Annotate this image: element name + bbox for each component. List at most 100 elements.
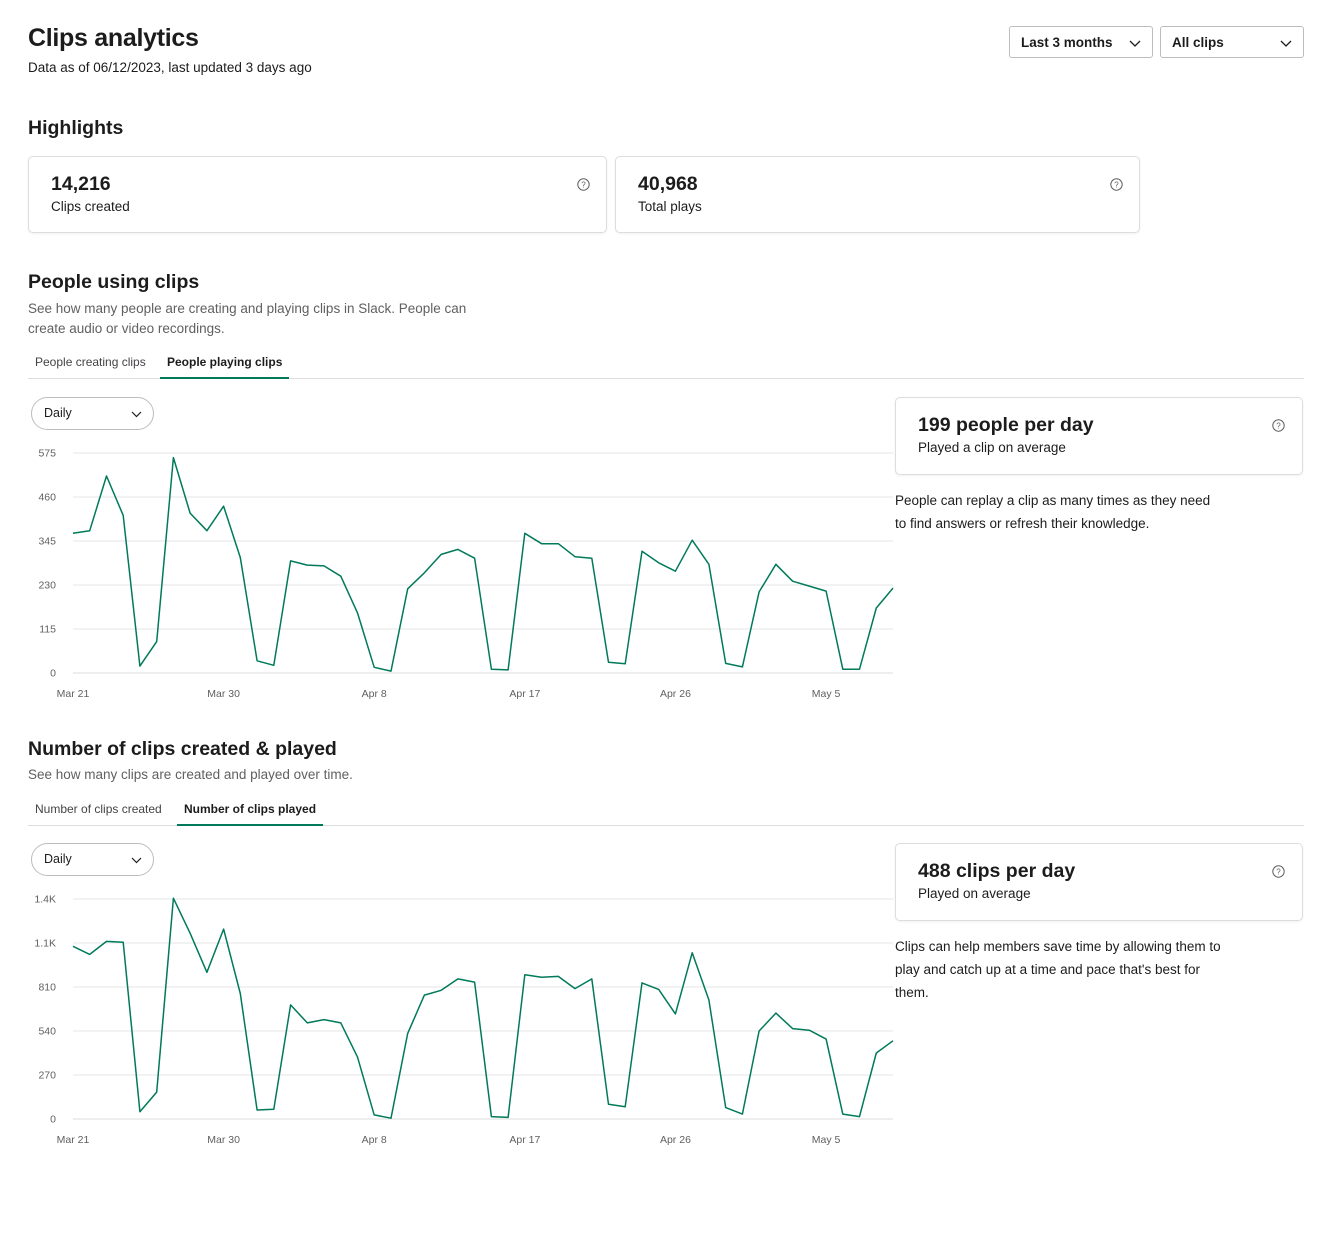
data-point[interactable] [352, 1052, 362, 1062]
data-point[interactable] [637, 546, 647, 556]
data-point[interactable] [202, 967, 212, 977]
data-point[interactable] [101, 936, 111, 946]
data-point[interactable] [118, 937, 128, 947]
data-point[interactable] [587, 974, 597, 984]
data-point[interactable] [570, 552, 580, 562]
data-point[interactable] [403, 584, 413, 594]
data-point[interactable] [369, 662, 379, 672]
data-point[interactable] [118, 510, 128, 520]
tab-people-creating-clips[interactable]: People creating clips [35, 355, 146, 369]
tab-number-of-clips-played[interactable]: Number of clips played [177, 800, 324, 826]
data-point[interactable] [302, 1018, 312, 1028]
data-point[interactable] [503, 665, 513, 675]
data-point[interactable] [821, 1034, 831, 1044]
data-point[interactable] [336, 1018, 346, 1028]
data-point[interactable] [68, 528, 78, 538]
data-point[interactable] [235, 552, 245, 562]
data-point[interactable] [135, 1107, 145, 1117]
data-point[interactable] [85, 949, 95, 959]
data-point[interactable] [168, 893, 178, 903]
data-point[interactable] [788, 1024, 798, 1034]
data-point[interactable] [855, 664, 865, 674]
data-point[interactable] [252, 1105, 262, 1115]
help-icon[interactable]: ? [577, 178, 590, 191]
data-point[interactable] [453, 974, 463, 984]
clips-interval-select[interactable]: Daily [31, 843, 154, 876]
data-point[interactable] [838, 1109, 848, 1119]
data-point[interactable] [352, 608, 362, 618]
data-point[interactable] [537, 539, 547, 549]
data-point[interactable] [369, 1110, 379, 1120]
help-icon[interactable]: ? [1272, 865, 1285, 878]
data-point[interactable] [486, 1112, 496, 1122]
data-point[interactable] [721, 658, 731, 668]
data-point[interactable] [620, 659, 630, 669]
data-point[interactable] [269, 1104, 279, 1114]
data-point[interactable] [788, 576, 798, 586]
data-point[interactable] [587, 553, 597, 563]
data-point[interactable] [336, 571, 346, 581]
data-point[interactable] [637, 978, 647, 988]
data-point[interactable] [737, 1109, 747, 1119]
data-point[interactable] [771, 559, 781, 569]
data-point[interactable] [252, 656, 262, 666]
data-point[interactable] [871, 1048, 881, 1058]
data-point[interactable] [185, 928, 195, 938]
data-point[interactable] [670, 1009, 680, 1019]
data-point[interactable] [888, 1036, 898, 1046]
data-point[interactable] [570, 984, 580, 994]
data-point[interactable] [185, 508, 195, 518]
data-point[interactable] [704, 559, 714, 569]
data-point[interactable] [486, 664, 496, 674]
data-point[interactable] [302, 560, 312, 570]
data-point[interactable] [838, 664, 848, 674]
data-point[interactable] [419, 990, 429, 1000]
data-point[interactable] [235, 989, 245, 999]
data-point[interactable] [470, 977, 480, 987]
data-point[interactable] [754, 1026, 764, 1036]
data-point[interactable] [101, 471, 111, 481]
data-point[interactable] [537, 972, 547, 982]
data-point[interactable] [68, 941, 78, 951]
data-point[interactable] [520, 528, 530, 538]
data-point[interactable] [319, 561, 329, 571]
tab-number-of-clips-created[interactable]: Number of clips created [35, 802, 162, 816]
data-point[interactable] [219, 501, 229, 511]
people-interval-select[interactable]: Daily [31, 397, 154, 430]
data-point[interactable] [821, 586, 831, 596]
data-point[interactable] [152, 637, 162, 647]
data-point[interactable] [721, 1103, 731, 1113]
data-point[interactable] [654, 984, 664, 994]
tab-people-playing-clips[interactable]: People playing clips [160, 353, 290, 379]
data-point[interactable] [620, 1102, 630, 1112]
data-point[interactable] [871, 603, 881, 613]
data-point[interactable] [135, 661, 145, 671]
data-point[interactable] [704, 995, 714, 1005]
data-point[interactable] [436, 985, 446, 995]
data-point[interactable] [553, 971, 563, 981]
data-point[interactable] [804, 581, 814, 591]
data-point[interactable] [436, 549, 446, 559]
data-point[interactable] [855, 1112, 865, 1122]
help-icon[interactable]: ? [1272, 419, 1285, 432]
data-point[interactable] [604, 657, 614, 667]
data-point[interactable] [403, 1028, 413, 1038]
data-point[interactable] [604, 1099, 614, 1109]
data-point[interactable] [754, 587, 764, 597]
help-icon[interactable]: ? [1110, 178, 1123, 191]
data-point[interactable] [202, 526, 212, 536]
data-point[interactable] [687, 535, 697, 545]
data-point[interactable] [737, 662, 747, 672]
data-point[interactable] [553, 539, 563, 549]
data-point[interactable] [286, 1000, 296, 1010]
data-point[interactable] [503, 1112, 513, 1122]
data-point[interactable] [269, 660, 279, 670]
data-point[interactable] [453, 544, 463, 554]
data-point[interactable] [286, 556, 296, 566]
data-point[interactable] [654, 558, 664, 568]
data-point[interactable] [687, 948, 697, 958]
clip-type-select[interactable]: All clips [1160, 26, 1304, 58]
data-point[interactable] [152, 1087, 162, 1097]
data-point[interactable] [419, 568, 429, 578]
data-point[interactable] [888, 583, 898, 593]
